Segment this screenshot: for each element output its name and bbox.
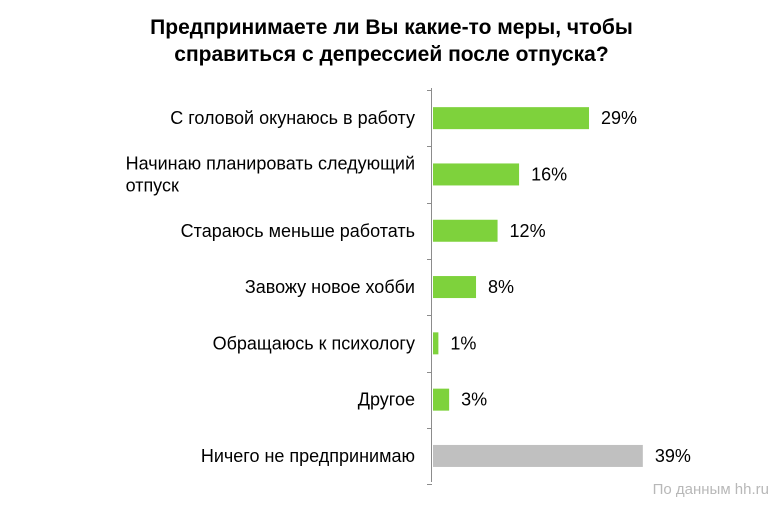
bar: [433, 107, 590, 130]
chart-title: Предпринимаете ли Вы какие-то меры, чтоб…: [0, 14, 783, 68]
category-label: Ничего не предпринимаю: [201, 446, 415, 466]
category-label: Стараюсь меньше работать: [181, 221, 415, 241]
category-label: С головой окунаюсь в работу: [170, 108, 415, 128]
bar: [433, 332, 439, 355]
bar: [433, 163, 520, 186]
category-label: Другое: [358, 390, 415, 410]
category-label: Обращаюсь к психологу: [213, 333, 415, 353]
category-label: отпуск: [126, 175, 179, 195]
bar: [433, 219, 498, 242]
category-label: Начинаю планировать следующий: [126, 153, 415, 173]
bar: [433, 444, 643, 467]
data-label: 39%: [655, 446, 691, 466]
data-label: 29%: [601, 108, 637, 128]
data-label: 16%: [531, 164, 567, 184]
chart-title-line-2: справиться с депрессией после отпуска?: [174, 43, 609, 66]
data-label: 3%: [461, 390, 487, 410]
bar: [433, 388, 450, 411]
data-label: 1%: [450, 333, 476, 353]
data-label: 12%: [510, 221, 546, 241]
category-label: Завожу новое хобби: [245, 277, 415, 297]
source-note: По данным hh.ru: [652, 481, 769, 498]
data-label: 8%: [488, 277, 514, 297]
bar: [433, 276, 477, 299]
chart-title-line-1: Предпринимаете ли Вы какие-то меры, чтоб…: [150, 16, 633, 39]
